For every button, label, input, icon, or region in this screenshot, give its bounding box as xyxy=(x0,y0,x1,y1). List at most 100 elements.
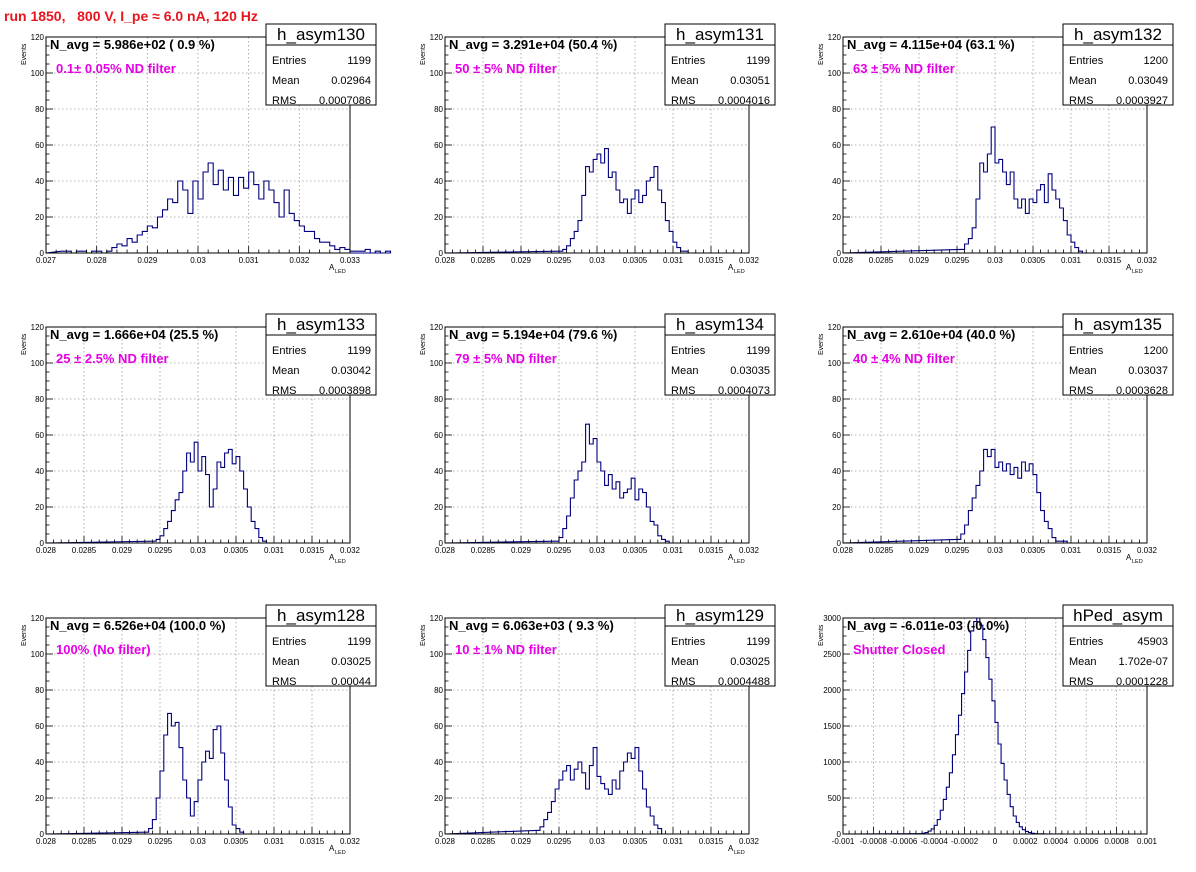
stats-entries-label: Entries xyxy=(1069,345,1104,357)
y-tick-label: 40 xyxy=(434,177,443,186)
y-tick-label: 120 xyxy=(31,323,45,332)
x-tick-label: 0.0305 xyxy=(224,837,249,846)
y-tick-label: 20 xyxy=(832,213,841,222)
y-axis-label: Events xyxy=(818,333,825,355)
histogram-name: h_asym133 xyxy=(277,315,365,334)
navg-label: N_avg = 5.986e+02 ( 0.9 %) xyxy=(50,37,215,52)
stats-entries-label: Entries xyxy=(671,636,706,648)
stats-rms-label: RMS xyxy=(272,95,296,107)
histogram-line xyxy=(45,712,350,835)
x-tick-label: 0.032 xyxy=(1137,546,1158,555)
histogram-name: h_asym134 xyxy=(676,315,764,334)
x-tick-label: 0.029 xyxy=(511,546,532,555)
filter-annotation: Shutter Closed xyxy=(853,642,946,657)
y-tick-label: 2500 xyxy=(823,650,841,659)
stats-box xyxy=(1062,23,1174,106)
y-tick-label: 3000 xyxy=(823,614,841,623)
y-tick-label: 120 xyxy=(430,323,444,332)
stats-box xyxy=(1062,313,1174,396)
histogram-line xyxy=(842,126,1147,254)
filter-annotation: 0.1± 0.05% ND filter xyxy=(56,61,176,76)
x-tick-label: 0.0305 xyxy=(623,546,648,555)
filter-annotation: 10 ± 1% ND filter xyxy=(455,642,557,657)
x-tick-label: 0.031 xyxy=(1061,256,1082,265)
x-tick-label: 0.028 xyxy=(435,256,456,265)
y-tick-label: 0 xyxy=(439,539,444,548)
x-tick-label: 0.029 xyxy=(112,837,133,846)
stats-mean-value: 0.03037 xyxy=(1128,365,1168,377)
x-axis-label-subscript: LED xyxy=(335,850,346,856)
x-tick-label: 0.0295 xyxy=(547,837,572,846)
x-tick-label: 0.029 xyxy=(112,546,133,555)
x-tick-label: 0.0315 xyxy=(699,256,724,265)
x-tick-label: 0.03 xyxy=(589,546,605,555)
x-tick-label: 0.031 xyxy=(264,837,285,846)
stats-rms-value: 0.0003927 xyxy=(1116,95,1168,107)
histogram-name: h_asym129 xyxy=(676,606,764,625)
stats-box xyxy=(265,604,377,687)
x-axis-label-subscript: LED xyxy=(1132,269,1143,275)
histogram-line xyxy=(45,162,392,254)
navg-label: N_avg = 5.194e+04 (79.6 %) xyxy=(449,327,617,342)
x-tick-label: 0.028 xyxy=(833,256,854,265)
x-tick-label: 0.03 xyxy=(987,256,1003,265)
y-tick-label: 60 xyxy=(434,141,443,150)
histogram-line xyxy=(45,441,350,544)
y-tick-label: 0 xyxy=(439,830,444,839)
navg-label: N_avg = 2.610e+04 (40.0 %) xyxy=(847,327,1015,342)
x-tick-label: 0.032 xyxy=(739,837,760,846)
y-axis-label: Events xyxy=(420,333,427,355)
x-tick-label: 0.03 xyxy=(987,546,1003,555)
y-tick-label: 40 xyxy=(434,758,443,767)
x-axis-label: A xyxy=(728,263,734,272)
x-tick-label: 0.029 xyxy=(511,837,532,846)
y-tick-label: 80 xyxy=(35,395,44,404)
y-axis-label: Events xyxy=(420,624,427,646)
stats-mean-label: Mean xyxy=(671,656,699,668)
x-axis-label: A xyxy=(728,553,734,562)
filter-annotation: 79 ± 5% ND filter xyxy=(455,351,557,366)
stats-rms-label: RMS xyxy=(1069,676,1093,688)
stats-entries-label: Entries xyxy=(671,55,706,67)
stats-rms-value: 0.0004488 xyxy=(718,676,770,688)
stats-rms-value: 0.00044 xyxy=(331,676,371,688)
histogram-panel: 0.028 0.0285 0.029 0.0295 0.03 0.0305 0.031 0.0… xyxy=(420,313,776,565)
x-tick-label: 0.0305 xyxy=(623,256,648,265)
x-tick-label: 0.0315 xyxy=(300,837,325,846)
navg-label: N_avg = 6.063e+03 ( 9.3 %) xyxy=(449,618,614,633)
stats-mean-label: Mean xyxy=(272,75,300,87)
x-tick-label: -0.001 xyxy=(832,837,855,846)
navg-label: N_avg = 6.526e+04 (100.0 %) xyxy=(50,618,226,633)
x-axis-label-subscript: LED xyxy=(335,269,346,275)
y-tick-label: 60 xyxy=(434,722,443,731)
y-tick-label: 120 xyxy=(31,33,45,42)
stats-mean-value: 0.03049 xyxy=(1128,75,1168,87)
histogram-name: h_asym131 xyxy=(676,25,764,44)
histogram-panel: 0.028 0.0285 0.029 0.0295 0.03 0.0305 0.031 0.0… xyxy=(420,23,776,275)
x-tick-label: 0.032 xyxy=(1137,256,1158,265)
y-tick-label: 40 xyxy=(832,467,841,476)
stats-rms-label: RMS xyxy=(671,385,695,397)
x-tick-label: 0.0295 xyxy=(945,546,970,555)
filter-annotation: 40 ± 4% ND filter xyxy=(853,351,955,366)
stats-rms-value: 0.0004016 xyxy=(718,95,770,107)
x-tick-label: 0 xyxy=(993,837,998,846)
run-title: run 1850, 800 V, I_pe ≈ 6.0 nA, 120 Hz xyxy=(4,8,258,24)
y-tick-label: 80 xyxy=(832,105,841,114)
y-tick-label: 100 xyxy=(430,69,444,78)
stats-entries-value: 1199 xyxy=(746,636,770,648)
stats-box xyxy=(1062,604,1174,687)
y-tick-label: 120 xyxy=(430,33,444,42)
histogram-name: h_asym135 xyxy=(1074,315,1162,334)
x-tick-label: 0.028 xyxy=(833,546,854,555)
x-tick-label: 0.03 xyxy=(190,546,206,555)
stats-rms-value: 0.0004073 xyxy=(718,385,770,397)
y-tick-label: 40 xyxy=(832,177,841,186)
filter-annotation: 50 ± 5% ND filter xyxy=(455,61,557,76)
stats-mean-value: 0.03025 xyxy=(331,656,371,668)
x-axis-label: A xyxy=(728,844,734,853)
histogram-panel: 0.028 0.0285 0.029 0.0295 0.03 0.0305 0.031 0.0… xyxy=(818,313,1174,565)
x-tick-label: 0.0295 xyxy=(945,256,970,265)
x-tick-label: 0.028 xyxy=(36,546,57,555)
x-tick-label: -0.0006 xyxy=(890,837,918,846)
